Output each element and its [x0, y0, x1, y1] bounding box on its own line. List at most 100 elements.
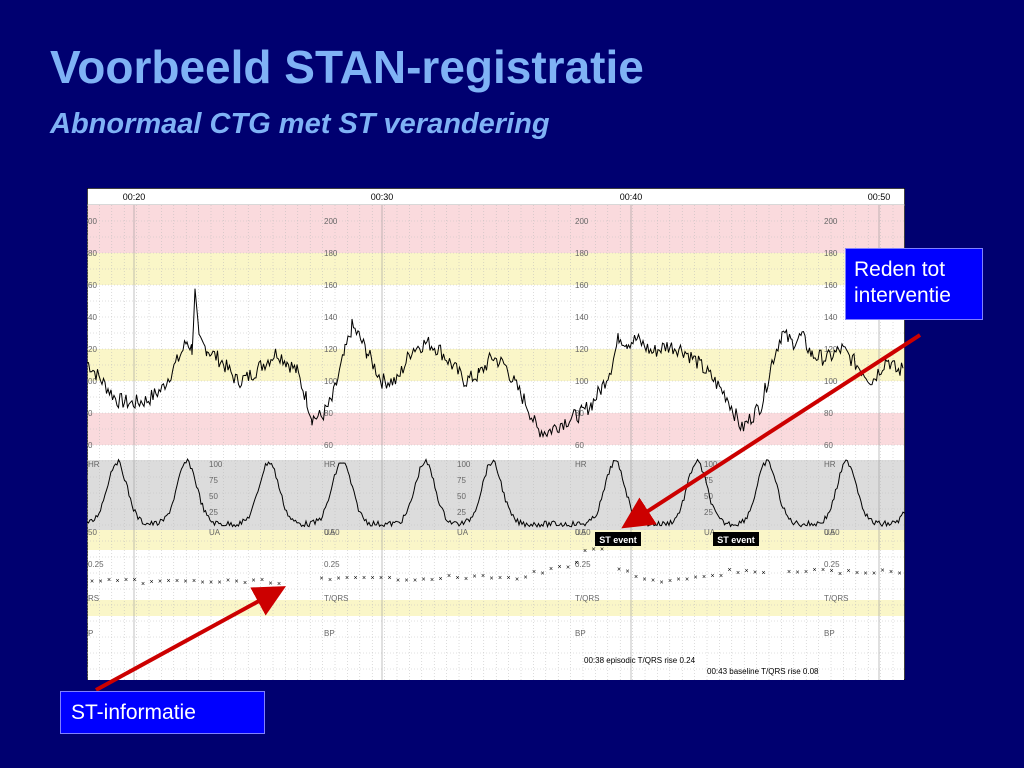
fhr-scale-label: 180: [575, 249, 589, 258]
fhr-scale-label: 140: [324, 313, 338, 322]
tqrs-025-label: 0.25: [324, 560, 340, 569]
tqrs-marker: ×: [804, 569, 808, 576]
tqrs-marker: ×: [353, 575, 357, 582]
fhr-scale-label: 100: [575, 377, 589, 386]
tqrs-marker: ×: [107, 577, 111, 584]
ua-scale-label: 100: [457, 460, 471, 469]
tqrs-marker: ×: [600, 547, 604, 554]
fhr-edge-label: 0: [88, 409, 93, 418]
tqrs-marker: ×: [659, 580, 663, 587]
bp-label: BP: [575, 629, 586, 638]
tqrs-marker: ×: [226, 577, 230, 584]
ua-hr-label: HR: [575, 460, 587, 469]
tqrs-marker: ×: [217, 580, 221, 587]
tqrs-050-label: 0.50: [324, 528, 340, 537]
bp-label: BP: [824, 629, 835, 638]
tqrs-marker: ×: [753, 569, 757, 576]
st-event-label-1: ST event: [599, 535, 637, 545]
tqrs-marker: ×: [404, 578, 408, 585]
fhr-scale-label: 80: [824, 409, 833, 418]
tqrs-marker: ×: [183, 579, 187, 586]
edge-bp-label: P: [88, 629, 93, 638]
tqrs-marker: ×: [685, 577, 689, 584]
tqrs-marker: ×: [430, 577, 434, 584]
tqrs-marker: ×: [387, 575, 391, 582]
tqrs-marker: ×: [719, 573, 723, 580]
tqrs-marker: ×: [880, 568, 884, 575]
tqrs-marker: ×: [591, 546, 595, 553]
tqrs-marker: ×: [481, 573, 485, 580]
st-event-badge-2: ST event: [713, 532, 759, 546]
tqrs-marker: ×: [396, 578, 400, 585]
tqrs-marker: ×: [498, 575, 502, 582]
tqrs-marker: ×: [744, 568, 748, 575]
tqrs-marker: ×: [379, 575, 383, 582]
time-label: 00:50: [868, 192, 891, 202]
band-8: [88, 530, 904, 550]
fhr-scale-label: 100: [824, 377, 838, 386]
ctg-recording: 00:20 00:30 00:40 00:5020018016014012010080…: [87, 188, 905, 680]
tqrs-marker: ×: [625, 569, 629, 576]
fhr-scale-label: 80: [324, 409, 333, 418]
tqrs-marker: ×: [736, 570, 740, 577]
tqrs-marker: ×: [532, 569, 536, 576]
tqrs-marker: ×: [438, 576, 442, 583]
fhr-scale-label: 60: [824, 441, 833, 450]
fhr-edge-label: 00: [88, 377, 97, 386]
tqrs-marker: ×: [566, 565, 570, 572]
fhr-edge-label: 0: [88, 441, 93, 450]
ua-ua-label: UA: [575, 528, 587, 537]
chart-time-header: [88, 189, 904, 205]
tqrs-marker: ×: [319, 576, 323, 583]
tqrs-marker: ×: [523, 574, 527, 581]
tqrs-marker: ×: [149, 579, 153, 586]
ua-scale-label: 75: [209, 476, 218, 485]
tqrs-marker: ×: [693, 574, 697, 581]
tqrs-marker: ×: [574, 560, 578, 567]
note-episodic: 00:38 episodic T/QRS rise 0.24: [584, 656, 696, 665]
tqrs-label: T/QRS: [824, 594, 848, 603]
tqrs-marker: ×: [540, 571, 544, 578]
ua-scale-label: 100: [209, 460, 223, 469]
fhr-scale-label: 200: [324, 217, 338, 226]
ua-ua-label: UA: [824, 528, 836, 537]
tqrs-050-label: 0.50: [575, 528, 591, 537]
ua-scale-label: 25: [704, 508, 713, 517]
edge-tqrs-label: RS: [88, 594, 99, 603]
note-baseline: 00:43 baseline T/QRS rise 0.08: [707, 667, 819, 676]
fhr-edge-label: 60: [88, 281, 97, 290]
tqrs-marker: ×: [583, 548, 587, 555]
time-label: 00:40: [620, 192, 643, 202]
tqrs-marker: ×: [166, 578, 170, 585]
ua-hr-label: HR: [824, 460, 836, 469]
slide-subtitle: Abnormaal CTG met ST verandering: [50, 108, 550, 140]
tqrs-marker: ×: [846, 568, 850, 575]
fhr-scale-label: 100: [324, 377, 338, 386]
tqrs-marker: ×: [243, 580, 247, 587]
tqrs-marker: ×: [234, 578, 238, 585]
slide-title: Voorbeeld STAN-registratie: [50, 41, 644, 93]
ua-hr-label: HR: [324, 460, 336, 469]
edge-050-label: 50: [88, 528, 97, 537]
band-10: [88, 600, 904, 616]
tqrs-marker: ×: [141, 581, 145, 588]
tqrs-marker: ×: [727, 567, 731, 574]
tqrs-marker: ×: [336, 575, 340, 582]
tqrs-marker: ×: [506, 575, 510, 582]
ua-scale-label: 25: [209, 508, 218, 517]
tqrs-marker: ×: [863, 570, 867, 577]
tqrs-marker: ×: [260, 577, 264, 584]
ua-axis-label: UA: [209, 528, 221, 537]
tqrs-marker: ×: [710, 573, 714, 580]
tqrs-marker: ×: [702, 574, 706, 581]
tqrs-marker: ×: [98, 579, 102, 586]
tqrs-marker: ×: [132, 577, 136, 584]
tqrs-marker: ×: [328, 577, 332, 584]
ua-axis-label: UA: [704, 528, 716, 537]
ua-scale-label: 25: [457, 508, 466, 517]
tqrs-marker: ×: [634, 574, 638, 581]
ua-scale-label: 75: [457, 476, 466, 485]
fhr-scale-label: 180: [324, 249, 338, 258]
tqrs-marker: ×: [90, 579, 94, 586]
tqrs-marker: ×: [447, 573, 451, 580]
